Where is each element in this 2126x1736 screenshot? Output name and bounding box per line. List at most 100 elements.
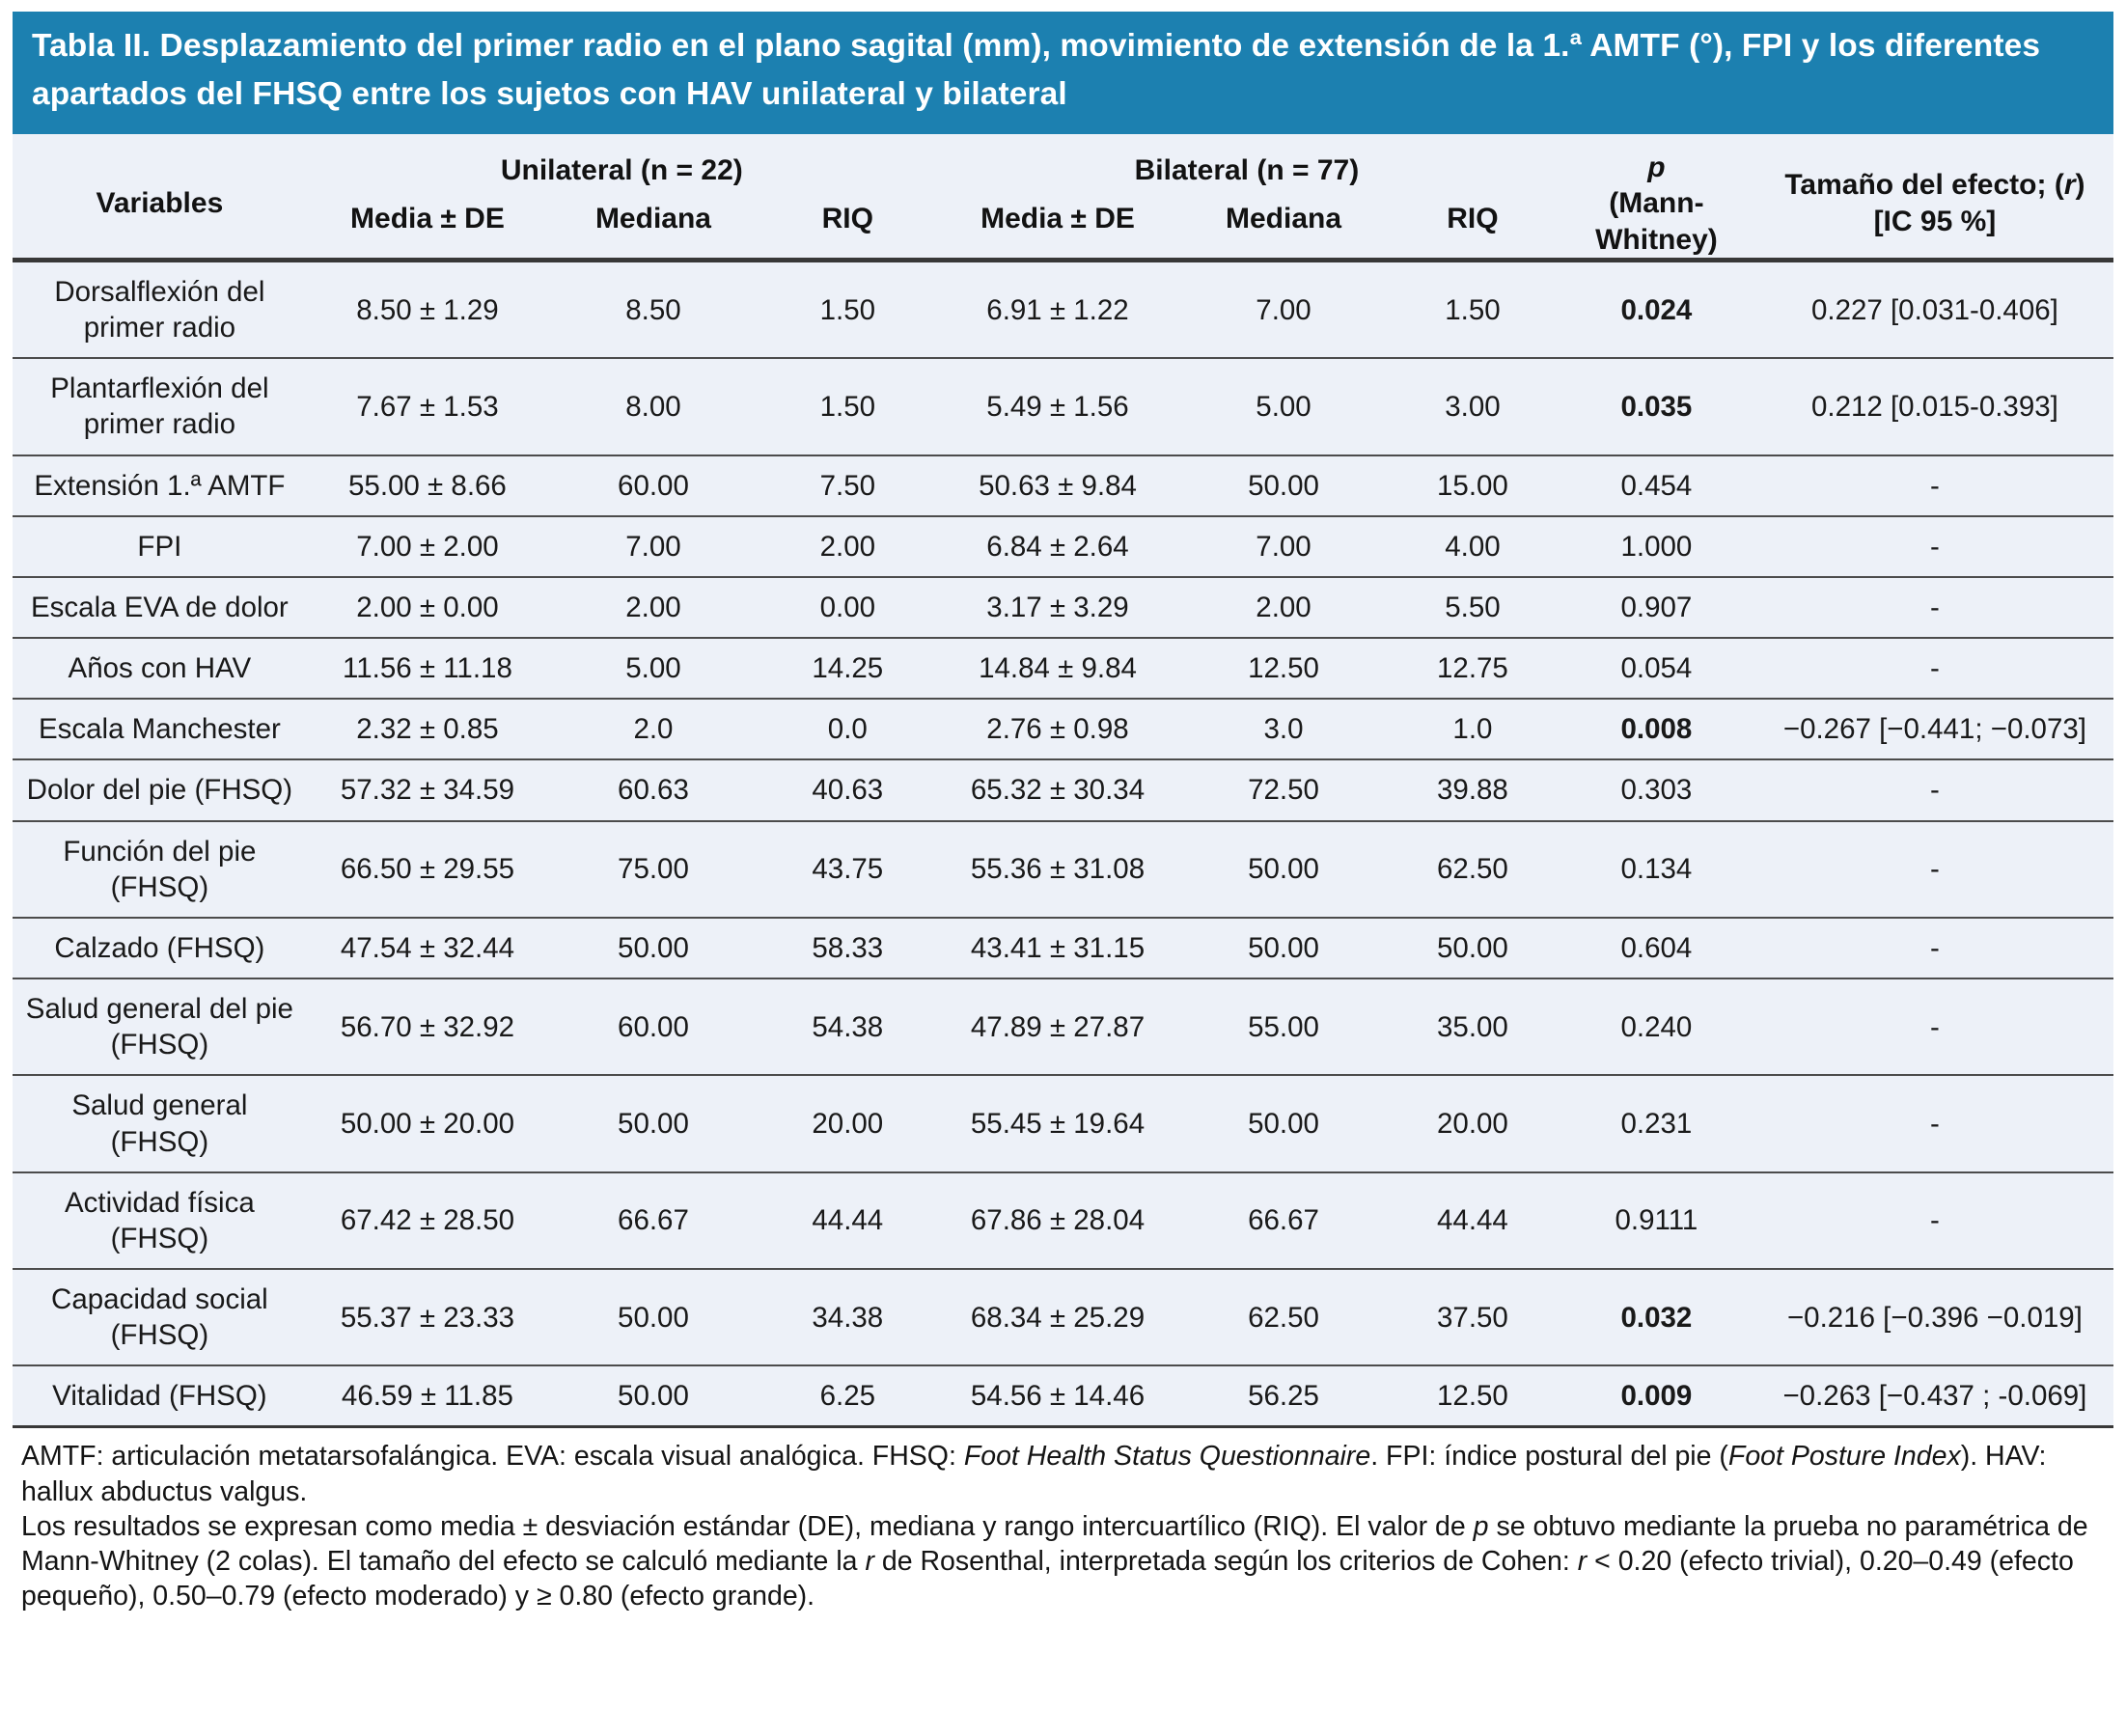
table-row: FPI 7.00 ± 2.00 7.00 2.00 6.84 ± 2.64 7.… (13, 514, 2113, 577)
cell-effect-size: - (1755, 978, 2113, 1076)
effect-label-prefix: Tamaño del efecto; ( (1784, 169, 2064, 202)
cell-uni-media: 55.37 ± 23.33 (306, 1267, 549, 1366)
cell-uni-riq: 2.00 (758, 514, 937, 577)
cell-variable: FPI (13, 514, 307, 577)
table-row: Salud general del pie (FHSQ) 56.70 ± 32.… (13, 978, 2113, 1076)
p-test-line1: (Mann- (1609, 187, 1704, 219)
footnote-line: Los resultados se expresan como media ± … (21, 1509, 2106, 1614)
col-header-variables: Variables (13, 133, 307, 261)
col-header-bil-media: Media ± DE (936, 191, 1179, 261)
cell-bil-media: 55.45 ± 19.64 (936, 1074, 1179, 1172)
cell-bil-media: 68.34 ± 25.29 (936, 1267, 1179, 1366)
footnote-text: . FPI: índice postural del pie ( (1370, 1441, 1728, 1473)
cell-p-value: 0.240 (1557, 978, 1756, 1076)
cell-bil-media: 6.84 ± 2.64 (936, 514, 1179, 577)
cell-uni-riq: 44.44 (758, 1171, 937, 1269)
cell-uni-mediana: 8.00 (548, 357, 759, 455)
p-test-line2: Whitney) (1595, 223, 1718, 256)
cell-variable: Calzado (FHSQ) (13, 916, 307, 979)
cell-uni-media: 7.00 ± 2.00 (306, 514, 549, 577)
cell-bil-riq: 20.00 (1388, 1074, 1558, 1172)
cell-variable: Salud general del pie (FHSQ) (13, 978, 307, 1076)
table-row: Extensión 1.ª AMTF 55.00 ± 8.66 60.00 7.… (13, 454, 2113, 516)
cell-p-value: 0.024 (1557, 260, 1756, 359)
cell-effect-size: - (1755, 916, 2113, 979)
cell-bil-mediana: 7.00 (1178, 514, 1389, 577)
cell-p-value: 0.134 (1557, 819, 1756, 918)
cell-bil-mediana: 66.67 (1178, 1171, 1389, 1269)
cell-bil-riq: 12.75 (1388, 637, 1558, 700)
cell-uni-mediana: 2.0 (548, 698, 759, 760)
col-header-bil-riq: RIQ (1388, 191, 1558, 261)
cell-bil-mediana: 55.00 (1178, 978, 1389, 1076)
cell-bil-mediana: 2.00 (1178, 575, 1389, 639)
effect-r-symbol: r (2063, 169, 2076, 202)
cell-p-value: 1.000 (1557, 514, 1756, 577)
cell-uni-media: 56.70 ± 32.92 (306, 978, 549, 1076)
footnote-italic-term: p (1473, 1510, 1489, 1542)
cell-bil-riq: 15.00 (1388, 454, 1558, 516)
footnote-text: Los resultados se expresan como media ± … (21, 1510, 1474, 1542)
cell-uni-riq: 40.63 (758, 758, 937, 821)
cell-bil-mediana: 72.50 (1178, 758, 1389, 821)
cell-uni-media: 47.54 ± 32.44 (306, 916, 549, 979)
cell-uni-mediana: 50.00 (548, 1364, 759, 1427)
footnote-text: AMTF: articulación metatarsofalángica. E… (21, 1441, 964, 1473)
cell-bil-riq: 3.00 (1388, 357, 1558, 455)
cell-bil-mediana: 62.50 (1178, 1267, 1389, 1366)
table-row: Plantarflexión del primer radio 7.67 ± 1… (13, 357, 2113, 455)
cell-bil-riq: 5.50 (1388, 575, 1558, 639)
cell-bil-riq: 1.0 (1388, 698, 1558, 760)
table-row: Calzado (FHSQ) 47.54 ± 32.44 50.00 58.33… (13, 916, 2113, 979)
cell-uni-riq: 58.33 (758, 916, 937, 979)
cell-effect-size: −0.267 [−0.441; −0.073] (1755, 698, 2113, 760)
cell-p-value: 0.907 (1557, 575, 1756, 639)
col-header-bilateral: Bilateral (n = 77) (936, 133, 1558, 192)
cell-uni-mediana: 7.00 (548, 514, 759, 577)
cell-p-value: 0.604 (1557, 916, 1756, 979)
cell-uni-mediana: 8.50 (548, 260, 759, 359)
table-row: Capacidad social (FHSQ) 55.37 ± 23.33 50… (13, 1267, 2113, 1366)
cell-bil-mediana: 5.00 (1178, 357, 1389, 455)
effect-label-suffix: ) (2075, 169, 2085, 202)
cell-bil-media: 65.32 ± 30.34 (936, 758, 1179, 821)
cell-uni-media: 8.50 ± 1.29 (306, 260, 549, 359)
data-table: Variables Unilateral (n = 22) Bilateral … (13, 133, 2113, 1429)
footnote-italic-term: r (865, 1546, 874, 1577)
cell-p-value: 0.303 (1557, 758, 1756, 821)
cell-uni-media: 55.00 ± 8.66 (306, 454, 549, 516)
cell-variable: Plantarflexión del primer radio (13, 357, 307, 455)
cell-bil-riq: 50.00 (1388, 916, 1558, 979)
cell-effect-size: 0.212 [0.015-0.393] (1755, 357, 2113, 455)
cell-uni-media: 11.56 ± 11.18 (306, 637, 549, 700)
cell-p-value: 0.231 (1557, 1074, 1756, 1172)
cell-uni-mediana: 75.00 (548, 819, 759, 918)
cell-variable: Vitalidad (FHSQ) (13, 1364, 307, 1427)
cell-bil-riq: 44.44 (1388, 1171, 1558, 1269)
cell-bil-riq: 35.00 (1388, 978, 1558, 1076)
cell-p-value: 0.454 (1557, 454, 1756, 516)
cell-bil-media: 67.86 ± 28.04 (936, 1171, 1179, 1269)
footnote-text: se obtuvo mediante la prueba no paramétr… (21, 1510, 2088, 1577)
header-sub-row: Media ± DE Mediana RIQ Media ± DE Median… (13, 191, 2113, 261)
cell-uni-mediana: 66.67 (548, 1171, 759, 1269)
cell-bil-media: 2.76 ± 0.98 (936, 698, 1179, 760)
col-header-p: p (Mann- Whitney) (1557, 133, 1756, 261)
cell-effect-size: - (1755, 1171, 2113, 1269)
cell-uni-media: 2.32 ± 0.85 (306, 698, 549, 760)
cell-bil-media: 5.49 ± 1.56 (936, 357, 1179, 455)
cell-effect-size: - (1755, 454, 2113, 516)
cell-uni-media: 66.50 ± 29.55 (306, 819, 549, 918)
header-group-row: Variables Unilateral (n = 22) Bilateral … (13, 133, 2113, 261)
cell-variable: Dolor del pie (FHSQ) (13, 758, 307, 821)
table-row: Salud general (FHSQ) 50.00 ± 20.00 50.00… (13, 1074, 2113, 1172)
footnote-text: < 0.20 (efecto trivial), 0.20–0.49 (efec… (21, 1546, 2074, 1612)
col-header-unilateral: Unilateral (n = 22) (306, 133, 937, 192)
effect-ci-label: [IC 95 %] (1873, 205, 1997, 237)
cell-uni-riq: 34.38 (758, 1267, 937, 1366)
cell-p-value: 0.054 (1557, 637, 1756, 700)
cell-bil-media: 14.84 ± 9.84 (936, 637, 1179, 700)
table-row: Dolor del pie (FHSQ) 57.32 ± 34.59 60.63… (13, 758, 2113, 821)
table-title: Tabla II. Desplazamiento del primer radi… (13, 12, 2113, 134)
